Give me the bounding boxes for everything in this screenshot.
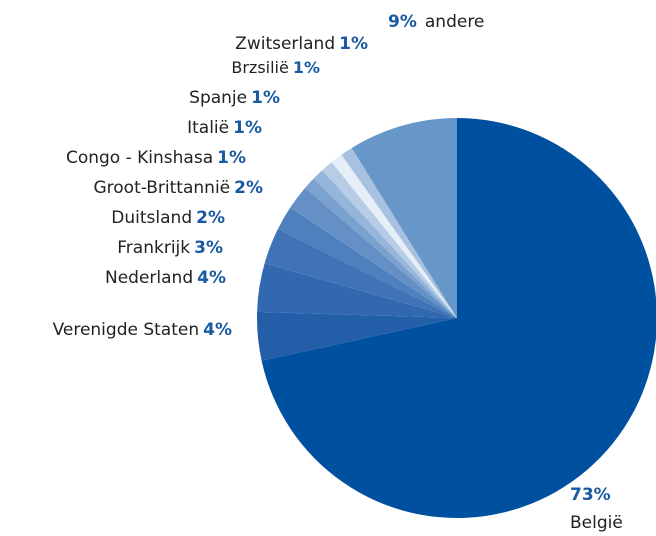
category-label: Nederland [105,268,193,288]
value-label: 1% [339,34,368,54]
pie-slice [257,311,457,361]
slice-label: Zwitserland 1% [235,34,368,54]
slice-label: Spanje 1% [189,88,280,108]
value-label: 3% [194,238,223,258]
value-label: 4% [203,320,232,340]
category-label: andere [425,12,485,32]
pie-slice [305,178,457,318]
value-label: 4% [197,268,226,288]
slice-label: Brzsilië 1% [231,58,320,77]
pie-slice [257,263,457,318]
pie-slice [290,187,457,318]
value-label: 1% [251,88,280,108]
value-label: 2% [196,208,225,228]
category-label: Duitsland [111,208,192,228]
slice-label: Nederland 4% [105,268,226,288]
value-label: 2% [234,178,263,198]
pie-slice [277,207,457,318]
pie-slice [341,147,457,318]
category-label: Groot-Brittannië [93,178,230,198]
pie-slice [331,154,457,318]
value-label: 1% [233,118,262,138]
slice-label: Congo - Kinshasa 1% [66,148,246,168]
slice-label: Groot-Brittannië 2% [93,178,263,198]
category-label: Zwitserland [235,34,335,54]
category-label: België [570,513,623,533]
pie-slice [261,118,656,518]
value-label: 73% [570,485,611,505]
slice-label: 9% andere [388,12,484,32]
value-label: 9% [388,12,417,32]
category-label: Frankrijk [117,238,190,258]
slice-label: Italië 1% [187,118,262,138]
slice-label: Frankrijk 3% [117,238,223,258]
pie-slice [351,118,457,318]
pie-slice [264,228,457,318]
category-label: Verenigde Staten [53,320,200,340]
value-label: 1% [217,148,246,168]
value-label: 1% [293,58,320,77]
category-label: Congo - Kinshasa [66,148,213,168]
category-label: Brzsilië [231,58,288,77]
pie-slice [313,170,457,318]
category-label: Spanje [189,88,247,108]
category-label: Italië [187,118,229,138]
slice-label: Duitsland 2% [111,208,225,228]
pie-slice [322,162,457,318]
slice-label: Verenigde Staten 4% [53,320,232,340]
